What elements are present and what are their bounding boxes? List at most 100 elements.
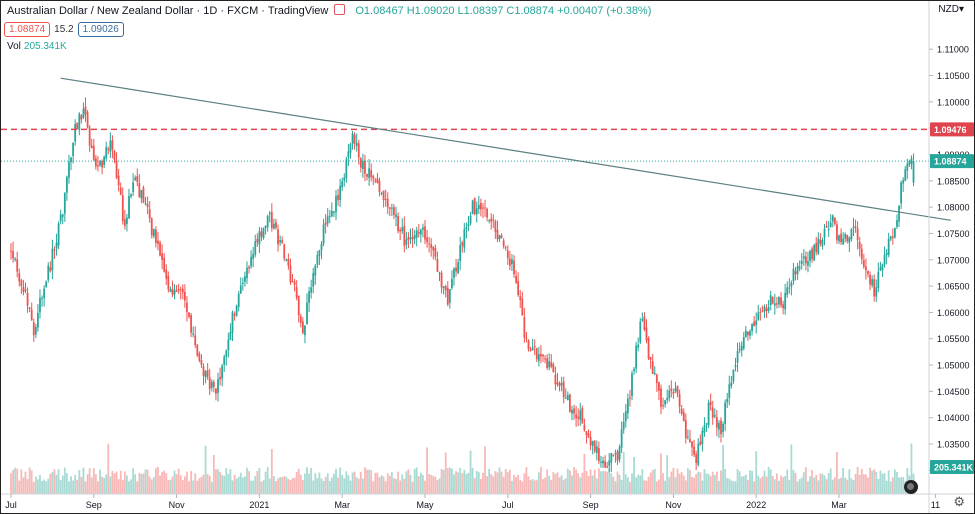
volume-bar: [453, 474, 455, 494]
volume-bar: [395, 479, 397, 494]
volume-bar: [136, 481, 139, 494]
volume-bar: [689, 469, 691, 494]
volume-bar: [622, 451, 625, 494]
volume-bar: [409, 474, 412, 494]
volume-bar: [678, 473, 681, 494]
candle-body: [372, 176, 375, 179]
candle-body: [817, 238, 820, 254]
volume-bar: [16, 468, 19, 494]
volume-bar: [900, 477, 902, 494]
candle-body: [467, 223, 470, 227]
volume-bar: [788, 480, 791, 494]
candle-body: [635, 345, 638, 369]
volume-bar: [175, 474, 178, 494]
volume-bar: [836, 451, 838, 494]
price-tick-label: 1.07000: [937, 255, 970, 265]
volume-bar: [819, 473, 822, 494]
candle-body: [312, 273, 315, 287]
volume-bar: [533, 480, 536, 494]
candle-body: [246, 267, 248, 279]
candle-body: [678, 394, 681, 407]
candle-body: [490, 218, 493, 222]
volume-bar: [786, 469, 789, 494]
trend-line[interactable]: [60, 77, 951, 221]
volume-bar: [270, 449, 273, 494]
candle-body: [34, 327, 37, 335]
volume-bar: [368, 469, 371, 494]
volume-bar: [291, 477, 294, 494]
volume-bar: [604, 471, 606, 494]
volume-bar: [479, 479, 482, 494]
candle-body: [219, 376, 221, 380]
candle-body: [523, 317, 526, 338]
volume-bar: [353, 471, 356, 494]
volume-bar: [790, 444, 793, 494]
candle-body: [293, 281, 296, 285]
volume-bar: [289, 480, 292, 494]
candle-body: [76, 122, 79, 129]
candle-body: [653, 373, 656, 375]
price-axis[interactable]: 1.110001.105001.100001.095001.090001.085…: [928, 1, 970, 513]
volume-bar: [469, 450, 472, 494]
volume-bar: [301, 480, 304, 494]
volume-bar: [792, 470, 795, 494]
candle-body: [848, 237, 851, 243]
price-tick-label: 1.07500: [937, 229, 970, 239]
currency-selector[interactable]: NZD▾: [938, 4, 964, 15]
volume-bar: [165, 473, 168, 494]
axis-labels: 1.09476 1.08874 205.341K: [930, 122, 974, 474]
candle-body: [94, 158, 97, 167]
volume-bar: [142, 473, 145, 494]
candle-body: [12, 251, 14, 259]
ask-button[interactable]: 1.09026: [77, 22, 124, 37]
candle-body: [190, 315, 192, 333]
volume-bar: [221, 475, 224, 494]
volume-bar: [341, 475, 344, 494]
candle-body: [411, 236, 414, 240]
volume-bar: [691, 476, 693, 494]
candle-body: [132, 182, 135, 193]
volume-bar: [370, 470, 373, 494]
volume-bar: [403, 478, 406, 494]
volume-bar: [428, 473, 431, 494]
volume-bar: [297, 468, 300, 494]
candle-body: [844, 234, 847, 239]
candle-body: [295, 287, 298, 298]
volume-bar: [28, 467, 31, 494]
gear-icon[interactable]: ⚙: [953, 494, 965, 509]
candle-body: [906, 163, 909, 171]
candle-body: [660, 388, 662, 407]
candle-body: [202, 366, 205, 376]
candle-body: [626, 398, 629, 414]
candle-body: [693, 446, 695, 455]
bid-button[interactable]: 1.08874: [4, 22, 51, 37]
volume-bar: [196, 480, 199, 494]
symbol-title[interactable]: Australian Dollar / New Zealand Dollar ·…: [7, 5, 329, 17]
candle-body: [299, 316, 302, 323]
candle-body: [562, 381, 565, 398]
volume-bar: [411, 481, 414, 494]
tradingview-logo-icon[interactable]: [904, 480, 918, 494]
candle-body: [157, 240, 159, 244]
volume-bar: [132, 468, 135, 494]
volume-bar: [397, 471, 399, 494]
volume-bar: [94, 474, 97, 494]
candle-body: [438, 272, 441, 274]
candle-body: [266, 215, 269, 228]
time-axis[interactable]: Jul Sep Nov 2021 Mar May Jul Sep Nov 2022 Mar 11: [1, 493, 974, 510]
volume-bar: [281, 477, 284, 494]
volume-bar: [318, 472, 321, 494]
volume-bar: [624, 474, 627, 494]
volume-bar: [815, 474, 818, 494]
volume-bar: [626, 477, 629, 494]
candle-body: [571, 409, 573, 414]
candle-body: [581, 408, 584, 424]
volume-bar: [736, 469, 739, 494]
candle-body: [258, 231, 261, 245]
volume-bar: [316, 477, 319, 494]
volume-bar: [755, 451, 758, 494]
candle-body: [403, 225, 406, 246]
candle-body: [430, 244, 433, 248]
candle-body: [37, 312, 39, 328]
